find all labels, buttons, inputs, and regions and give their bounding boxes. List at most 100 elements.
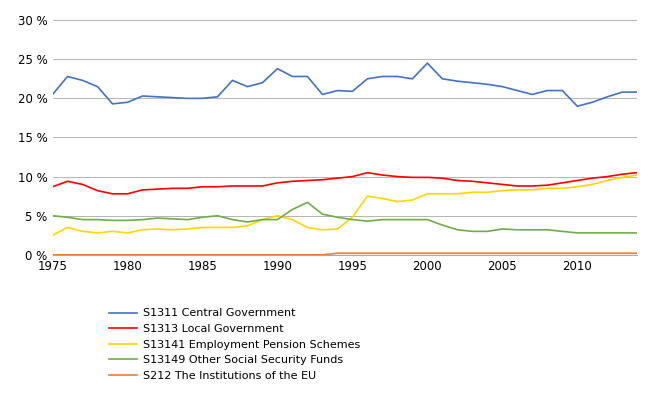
S1311 Central Government [214, 95, 221, 99]
S13149 Other Social Security Funds [528, 227, 536, 232]
S1313 Local Government [49, 184, 57, 189]
S1313 Local Government [319, 177, 327, 182]
S13141 Employment Pension Schemes [258, 217, 266, 222]
S13141 Employment Pension Schemes [154, 226, 162, 231]
S1311 Central Government [543, 88, 551, 93]
S1313 Local Government [499, 182, 507, 187]
S13141 Employment Pension Schemes [79, 229, 87, 234]
S212 The Institutions of the EU [528, 251, 536, 256]
S212 The Institutions of the EU [273, 252, 281, 257]
S212 The Institutions of the EU [453, 251, 461, 256]
S1313 Local Government [394, 174, 401, 179]
S1313 Local Government [424, 175, 432, 180]
S13141 Employment Pension Schemes [139, 227, 147, 232]
S13141 Employment Pension Schemes [169, 227, 177, 232]
S1313 Local Government [214, 184, 221, 189]
S13141 Employment Pension Schemes [198, 225, 206, 230]
S13149 Other Social Security Funds [198, 215, 206, 220]
S13141 Employment Pension Schemes [348, 215, 356, 220]
S1311 Central Government [154, 95, 162, 99]
S1313 Local Government [484, 180, 491, 185]
S212 The Institutions of the EU [394, 251, 401, 256]
S212 The Institutions of the EU [258, 252, 266, 257]
S1311 Central Government [169, 95, 177, 100]
S1313 Local Government [79, 182, 87, 187]
S13149 Other Social Security Funds [558, 229, 566, 234]
S13141 Employment Pension Schemes [394, 199, 401, 204]
S1311 Central Government [468, 80, 476, 85]
S13149 Other Social Security Funds [288, 207, 296, 212]
S13141 Employment Pension Schemes [124, 231, 131, 236]
S212 The Institutions of the EU [214, 252, 221, 257]
S1313 Local Government [198, 184, 206, 189]
S1311 Central Government [558, 88, 566, 93]
S212 The Institutions of the EU [558, 251, 566, 256]
S1313 Local Government [93, 188, 101, 193]
S1311 Central Government [363, 76, 371, 81]
S212 The Institutions of the EU [154, 252, 162, 257]
S13141 Employment Pension Schemes [468, 190, 476, 195]
S13149 Other Social Security Funds [79, 217, 87, 222]
S1311 Central Government [93, 84, 101, 89]
S13141 Employment Pension Schemes [633, 173, 641, 178]
S1313 Local Government [273, 180, 281, 185]
S1311 Central Government [79, 78, 87, 83]
S212 The Institutions of the EU [319, 252, 327, 257]
S212 The Institutions of the EU [589, 251, 597, 256]
S13149 Other Social Security Funds [589, 231, 597, 236]
S13141 Employment Pension Schemes [363, 194, 371, 199]
S1313 Local Government [528, 184, 536, 189]
S13141 Employment Pension Schemes [108, 229, 116, 234]
S1313 Local Government [229, 184, 237, 189]
S1313 Local Government [468, 179, 476, 184]
S1313 Local Government [558, 180, 566, 185]
S212 The Institutions of the EU [543, 251, 551, 256]
S212 The Institutions of the EU [244, 252, 252, 257]
S1311 Central Government [528, 92, 536, 97]
S1313 Local Government [258, 184, 266, 189]
S13149 Other Social Security Funds [633, 231, 641, 236]
S13149 Other Social Security Funds [603, 231, 611, 236]
S212 The Institutions of the EU [304, 252, 311, 257]
S13141 Employment Pension Schemes [93, 231, 101, 236]
S1313 Local Government [334, 175, 342, 180]
S1313 Local Government [378, 173, 386, 178]
S13149 Other Social Security Funds [258, 217, 266, 222]
Line: S1313 Local Government: S1313 Local Government [53, 173, 637, 194]
S1311 Central Government [378, 74, 386, 79]
S13141 Employment Pension Schemes [229, 225, 237, 230]
S1311 Central Government [198, 96, 206, 101]
S1311 Central Government [139, 94, 147, 99]
S1311 Central Government [273, 66, 281, 71]
Line: S212 The Institutions of the EU: S212 The Institutions of the EU [53, 253, 637, 255]
S13141 Employment Pension Schemes [589, 182, 597, 187]
S13149 Other Social Security Funds [139, 217, 147, 222]
S1311 Central Government [618, 90, 626, 95]
S212 The Institutions of the EU [64, 252, 72, 257]
S1311 Central Government [348, 89, 356, 94]
S13141 Employment Pension Schemes [64, 225, 72, 230]
S13141 Employment Pension Schemes [214, 225, 221, 230]
S1311 Central Government [409, 76, 417, 81]
S1311 Central Government [499, 84, 507, 89]
S13149 Other Social Security Funds [169, 216, 177, 221]
S13149 Other Social Security Funds [229, 217, 237, 222]
S212 The Institutions of the EU [93, 252, 101, 257]
Line: S13149 Other Social Security Funds: S13149 Other Social Security Funds [53, 202, 637, 233]
S13149 Other Social Security Funds [214, 213, 221, 218]
S1311 Central Government [603, 95, 611, 99]
S13149 Other Social Security Funds [49, 213, 57, 218]
S13141 Employment Pension Schemes [574, 184, 581, 189]
S1311 Central Government [394, 74, 401, 79]
S1311 Central Government [424, 61, 432, 66]
S13141 Employment Pension Schemes [319, 227, 327, 232]
S1313 Local Government [513, 184, 521, 189]
S1311 Central Government [49, 92, 57, 97]
S13149 Other Social Security Funds [348, 217, 356, 222]
S13141 Employment Pension Schemes [378, 196, 386, 201]
S212 The Institutions of the EU [574, 251, 581, 256]
S212 The Institutions of the EU [363, 251, 371, 256]
S212 The Institutions of the EU [229, 252, 237, 257]
S212 The Institutions of the EU [513, 251, 521, 256]
S13149 Other Social Security Funds [438, 223, 446, 228]
